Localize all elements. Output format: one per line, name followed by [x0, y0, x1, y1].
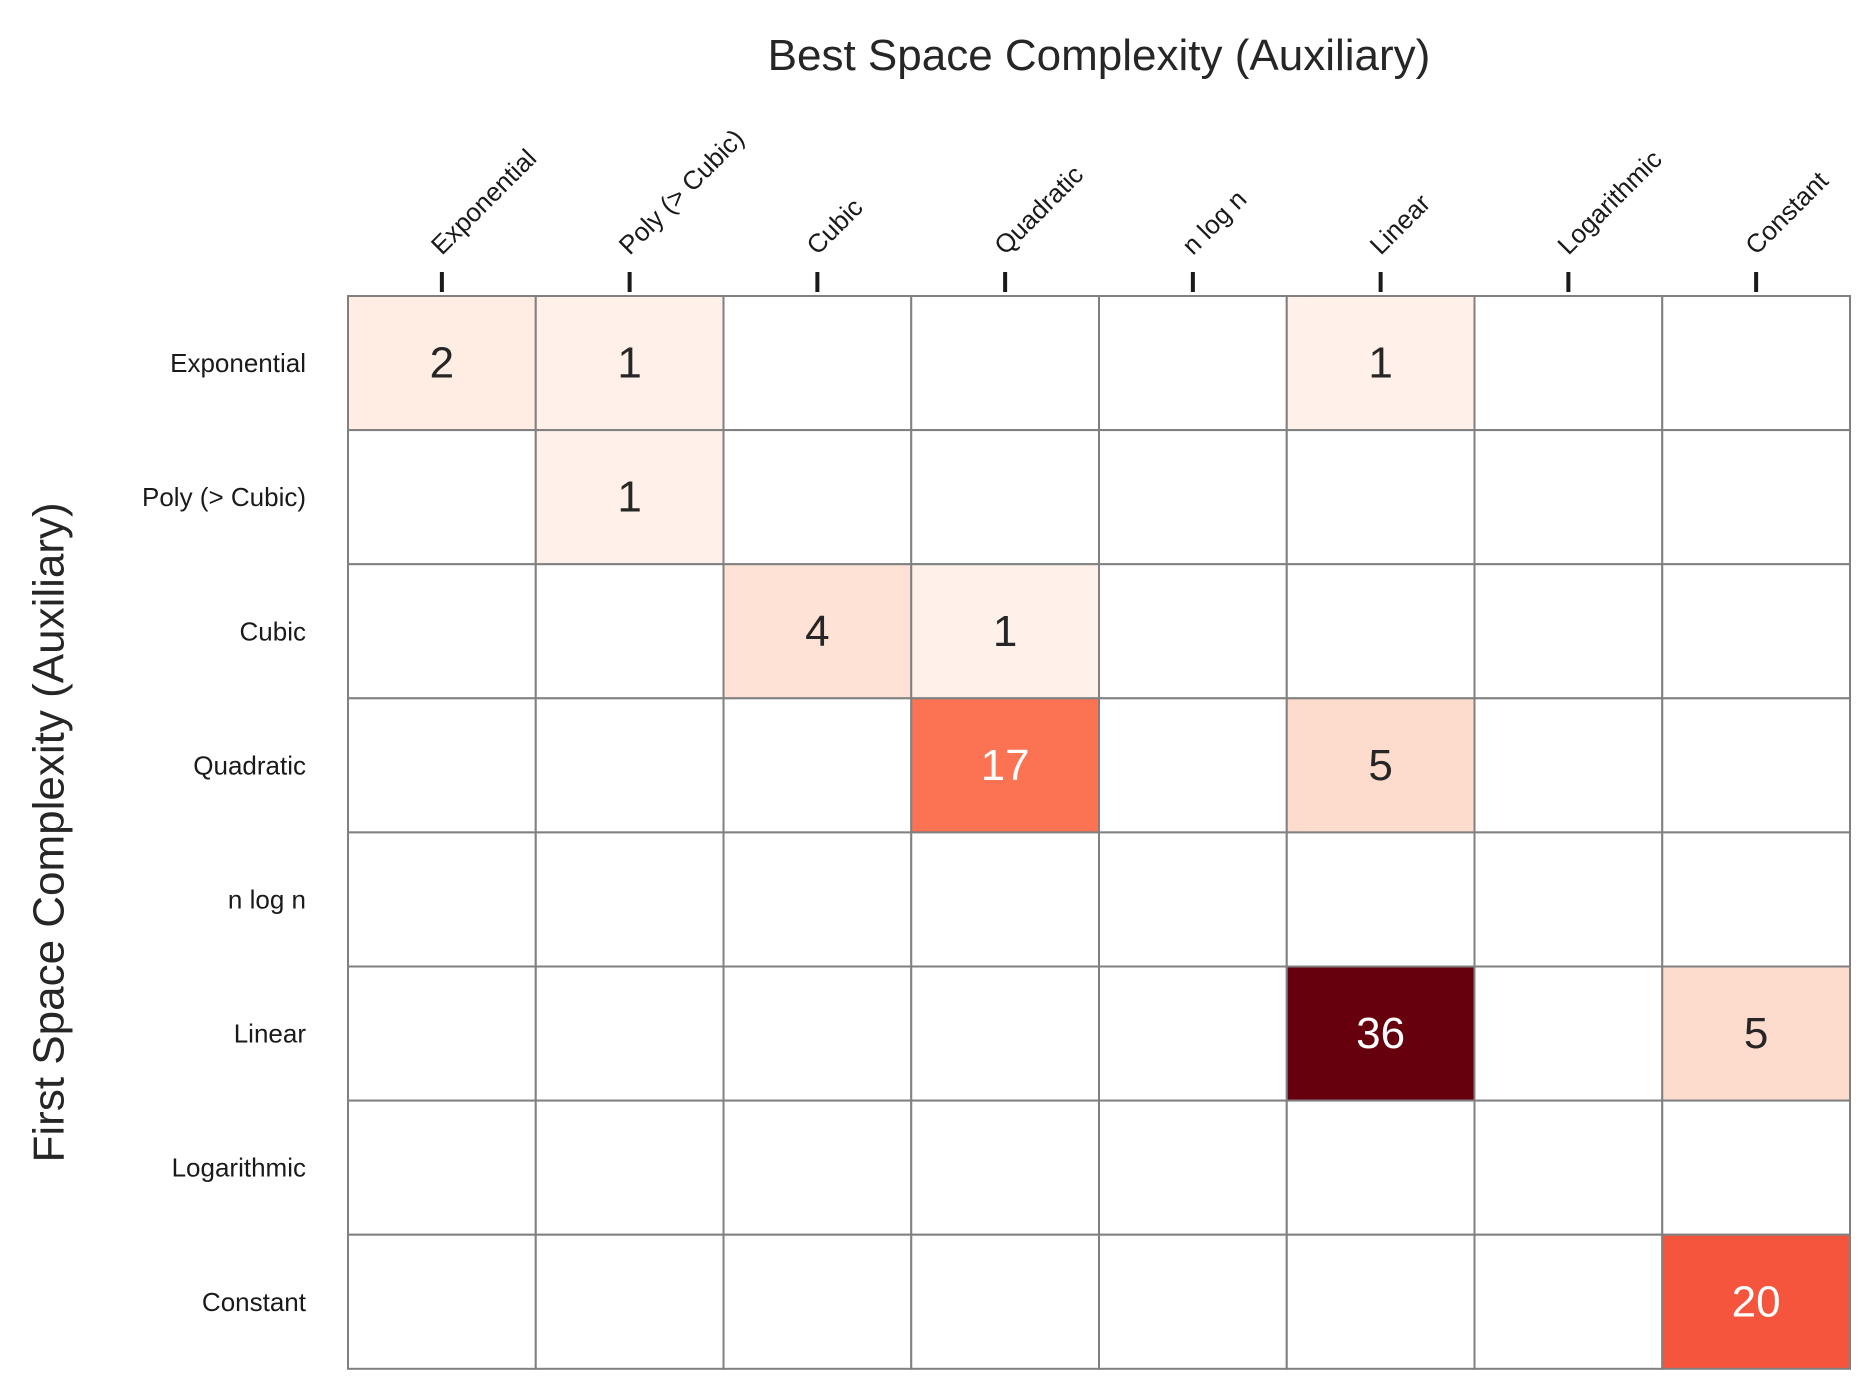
heatmap-cell	[1473, 697, 1664, 834]
heatmap-cell	[1661, 1233, 1851, 1370]
x-tick-label: Constant	[1739, 165, 1834, 260]
heatmap-cell	[722, 429, 913, 566]
heatmap-cell	[722, 1233, 913, 1370]
heatmap-cell	[910, 1099, 1100, 1236]
heatmap-cell	[910, 965, 1100, 1102]
y-tick-label: Quadratic	[193, 750, 306, 780]
heatmap-cell	[1661, 563, 1851, 700]
y-tick-label: Poly (> Cubic)	[142, 482, 306, 512]
heatmap-cell	[1473, 1233, 1664, 1370]
heatmap-cell	[1473, 563, 1664, 700]
heatmap-cell	[910, 429, 1100, 566]
cell-value-label: 2	[430, 339, 454, 388]
y-tick-label: n log n	[228, 884, 306, 914]
x-tick-label: Poly (> Cubic)	[613, 123, 750, 260]
x-tick-label: n log n	[1176, 184, 1252, 260]
heatmap-cell	[910, 831, 1100, 968]
heatmap-cell	[1285, 563, 1476, 700]
heatmap-cell	[347, 1233, 537, 1370]
heatmap-cell	[1473, 831, 1664, 968]
x-tick-label: Linear	[1364, 188, 1437, 261]
cell-value-label: 17	[981, 741, 1030, 790]
heatmap-cell	[1473, 295, 1664, 432]
cell-value-label: 1	[617, 339, 641, 388]
heatmap-cell	[1098, 1233, 1288, 1370]
heatmap-cell	[347, 295, 537, 432]
cell-value-label: 1	[1368, 339, 1392, 388]
heatmap-cell	[1098, 295, 1288, 432]
heatmap-cell	[1285, 429, 1476, 566]
cell-value-label: 20	[1732, 1277, 1781, 1326]
cell-value-label: 4	[805, 607, 829, 656]
heatmap-cells: 2 1 1 1 4 1 17 5 36 5 20	[347, 295, 1851, 1370]
heatmap-cell	[910, 563, 1100, 700]
heatmap-cell	[534, 1099, 725, 1236]
heatmap-cell	[1661, 697, 1851, 834]
heatmap-cell	[347, 429, 537, 566]
heatmap-cell	[347, 697, 537, 834]
heatmap-cell	[534, 697, 725, 834]
heatmap-cell	[1285, 697, 1476, 834]
cell-value-label: 1	[617, 473, 641, 522]
heatmap-cell	[1473, 429, 1664, 566]
heatmap-cell	[347, 831, 537, 968]
heatmap-cell	[1098, 697, 1288, 834]
heatmap-cell	[910, 1233, 1100, 1370]
heatmap-cell	[534, 429, 725, 566]
x-axis-title: Best Space Complexity (Auxiliary)	[768, 31, 1431, 80]
x-tick-label: Cubic	[800, 192, 868, 260]
x-tick-label: Exponential	[425, 143, 542, 260]
y-tick-label: Exponential	[170, 348, 306, 378]
heatmap-cell	[347, 1099, 537, 1236]
heatmap-cell	[534, 295, 725, 432]
x-tick-label: Logarithmic	[1551, 144, 1667, 260]
cell-value-label: 1	[993, 607, 1017, 656]
y-tick-label: Linear	[234, 1019, 307, 1049]
x-tick-label: Quadratic	[988, 159, 1089, 260]
heatmap-cell	[1285, 295, 1476, 432]
x-axis-ticks: Exponential Poly (> Cubic) Cubic Quadratic n…	[425, 123, 1835, 292]
heatmap-cell	[1661, 965, 1851, 1102]
heatmap-cell	[534, 831, 725, 968]
heatmap-cell	[722, 295, 913, 432]
heatmap-cell	[347, 563, 537, 700]
heatmap-cell	[1661, 429, 1851, 566]
heatmap-cell	[347, 965, 537, 1102]
cell-value-label: 5	[1744, 1009, 1768, 1058]
y-tick-label: Constant	[202, 1287, 307, 1317]
heatmap-cell	[534, 965, 725, 1102]
heatmap-cell	[1098, 563, 1288, 700]
heatmap-cell	[722, 1099, 913, 1236]
cell-value-label: 36	[1356, 1009, 1405, 1058]
heatmap-cell	[1098, 429, 1288, 566]
y-tick-label: Cubic	[240, 616, 306, 646]
heatmap-cell	[1098, 965, 1288, 1102]
heatmap-cell	[722, 831, 913, 968]
heatmap-cell	[1285, 1099, 1476, 1236]
heatmap-cell	[1473, 1099, 1664, 1236]
heatmap-cell	[1098, 1099, 1288, 1236]
heatmap-cell	[910, 295, 1100, 432]
heatmap-cell	[1661, 831, 1851, 968]
heatmap-cell	[1098, 831, 1288, 968]
cell-value-label: 5	[1368, 741, 1392, 790]
y-axis-title: First Space Complexity (Auxiliary)	[25, 502, 74, 1162]
heatmap-cell	[1661, 1099, 1851, 1236]
heatmap-cell	[722, 697, 913, 834]
heatmap-cell	[722, 965, 913, 1102]
y-tick-label: Logarithmic	[172, 1153, 306, 1183]
heatmap-cell	[534, 563, 725, 700]
heatmap-cell	[722, 563, 913, 700]
heatmap-cell	[1285, 831, 1476, 968]
y-axis-ticks: Exponential Poly (> Cubic) Cubic Quadratic n…	[142, 348, 307, 1317]
heatmap-cell	[1661, 295, 1851, 432]
heatmap-cell	[534, 1233, 725, 1370]
heatmap-cell	[1285, 1233, 1476, 1370]
heatmap-cell	[1473, 965, 1664, 1102]
